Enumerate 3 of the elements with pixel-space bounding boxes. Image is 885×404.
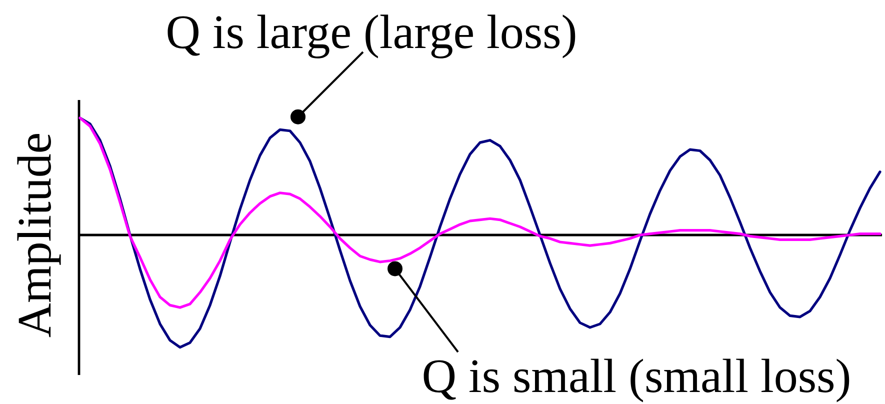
y-axis-title: Amplitude [17, 134, 61, 338]
text: Q is large (large loss) [168, 14, 576, 58]
text: Q is small (small loss) [424, 358, 850, 402]
